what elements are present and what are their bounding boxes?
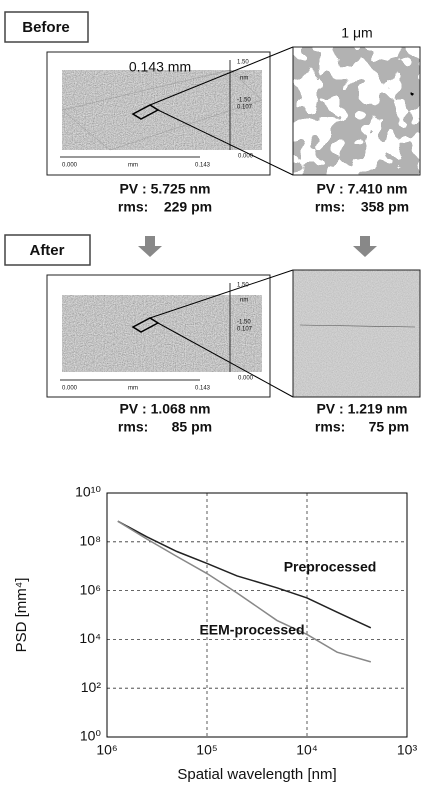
label-box [4, 234, 91, 266]
zoom-line [149, 269, 294, 319]
before-label: Before [22, 19, 70, 36]
label-box [4, 11, 89, 43]
arrow [353, 236, 377, 257]
x-tick-label: 10⁵ [196, 742, 217, 758]
plot-frame [106, 492, 408, 738]
axis-3d-label: -1.50 [237, 98, 251, 104]
axis-3d-label: 0.143 [195, 386, 211, 392]
arrow [138, 236, 162, 257]
y-tick-label: 10² [81, 679, 102, 695]
zoom-line [157, 322, 294, 398]
y-tick-label: 10¹⁰ [75, 484, 101, 500]
axis-3d-label: -1.50 [237, 320, 251, 326]
axis-3d-label: 1.50 [237, 283, 249, 289]
x-tick-label: 10³ [397, 742, 418, 758]
surface-3d [62, 295, 262, 372]
axis-3d-label: 0.143 [195, 163, 211, 169]
afm-size: 1 μm [341, 25, 372, 41]
axis-3d-label: 1.50 [237, 60, 249, 66]
axis-3d-label: nm [240, 298, 248, 304]
x-axis-label: Spatial wavelength [nm] [177, 766, 336, 783]
axis-3d-label: 0.000 [238, 154, 254, 160]
axis-3d-label: mm [128, 163, 138, 169]
zoom-line [157, 109, 294, 176]
scratch [299, 324, 416, 328]
psd-chart: Spatial wavelength [nm] PSD [mm⁴] 10⁶ 10⁵… [13, 484, 417, 783]
y-tick-label: 10⁸ [80, 533, 102, 549]
pv-value: PV : 1.068 nm [119, 401, 210, 417]
x-tick-label: 10⁶ [96, 742, 117, 758]
axis-3d-label: 0.107 [237, 105, 253, 111]
surface-outline [61, 69, 263, 151]
axis-3d-label: 0.000 [238, 376, 254, 382]
series-label: Preprocessed [284, 559, 377, 575]
x-tick-label: 10⁴ [296, 742, 318, 758]
axis-3d-label: 0.000 [62, 163, 78, 169]
pv-value: PV : 1.219 nm [316, 401, 407, 417]
surface-3d [62, 70, 262, 150]
after-label: After [29, 242, 64, 259]
axis-3d-label: 0.107 [237, 327, 253, 333]
afm-image [293, 47, 420, 175]
rms-value: rms: 229 pm [118, 199, 212, 215]
rms-value: rms: 358 pm [315, 199, 409, 215]
axis-3d-label: mm [128, 386, 138, 392]
pv-value: PV : 7.410 nm [316, 181, 407, 197]
y-tick-label: 10⁶ [80, 581, 101, 597]
afm-image [293, 270, 420, 397]
rms-value: rms: 85 pm [118, 419, 212, 435]
psd-line [117, 520, 372, 663]
scan-size: 0.143 mm [129, 59, 191, 75]
series-label: EEM-processed [199, 622, 304, 638]
axis-3d-label: nm [240, 76, 248, 82]
image-frame [292, 269, 421, 398]
y-tick-label: 10⁰ [80, 728, 102, 744]
y-tick-label: 10⁴ [79, 630, 101, 646]
zoom-line [149, 46, 294, 106]
rms-value: rms: 75 pm [315, 419, 409, 435]
axis-3d-label: 0.000 [62, 386, 78, 392]
image-frame [292, 46, 421, 176]
psd-line [117, 520, 372, 629]
y-axis-label: PSD [mm⁴] [13, 578, 30, 653]
pv-value: PV : 5.725 nm [119, 181, 210, 197]
